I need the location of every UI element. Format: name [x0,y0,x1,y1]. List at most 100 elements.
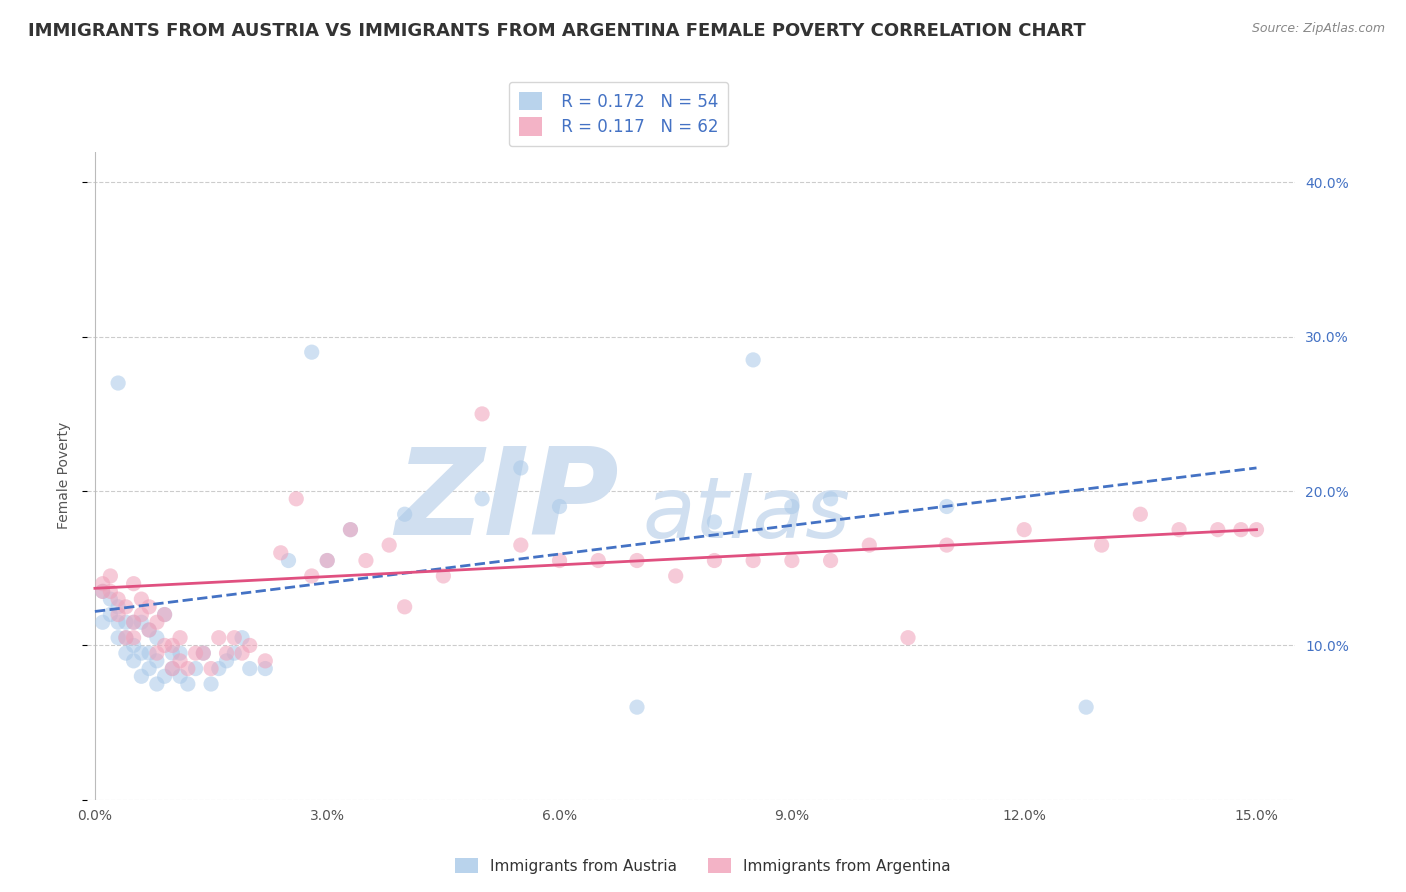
Point [339,523,361,537]
Point [131,592,153,607]
Point [131,646,153,660]
Point [1246,523,1268,537]
Point [394,599,416,614]
Legend: Immigrants from Austria, Immigrants from Argentina: Immigrants from Austria, Immigrants from… [449,852,957,880]
Point [169,646,191,660]
Point [107,592,129,607]
Point [820,491,842,506]
Point [153,639,176,653]
Point [184,662,207,676]
Point [122,639,145,653]
Point [1091,538,1114,552]
Point [122,576,145,591]
Point [897,631,920,645]
Point [177,677,200,691]
Text: atlas: atlas [643,473,851,556]
Point [471,407,494,421]
Point [1074,700,1097,714]
Point [432,569,454,583]
Point [131,607,153,622]
Point [316,553,339,567]
Point [215,654,238,668]
Point [703,553,725,567]
Text: IMMIGRANTS FROM AUSTRIA VS IMMIGRANTS FROM ARGENTINA FEMALE POVERTY CORRELATION : IMMIGRANTS FROM AUSTRIA VS IMMIGRANTS FR… [28,22,1085,40]
Point [169,654,191,668]
Point [122,631,145,645]
Point [270,546,292,560]
Point [138,599,160,614]
Point [146,615,169,630]
Point [193,646,215,660]
Point [153,607,176,622]
Point [138,623,160,637]
Point [780,500,803,514]
Point [935,538,957,552]
Point [107,599,129,614]
Point [100,607,122,622]
Point [471,491,494,506]
Point [254,654,277,668]
Point [146,677,169,691]
Point [277,553,299,567]
Point [742,553,765,567]
Point [153,607,176,622]
Point [131,669,153,683]
Point [146,631,169,645]
Point [703,515,725,529]
Point [820,553,842,567]
Point [115,631,138,645]
Point [780,553,803,567]
Point [138,646,160,660]
Point [239,662,262,676]
Point [548,553,571,567]
Point [162,639,184,653]
Point [91,584,114,599]
Point [254,662,277,676]
Point [378,538,401,552]
Point [215,646,238,660]
Point [115,599,138,614]
Point [122,615,145,630]
Point [1012,523,1035,537]
Legend:  R = 0.172   N = 54,  R = 0.117   N = 62: R = 0.172 N = 54, R = 0.117 N = 62 [509,82,728,146]
Point [742,352,765,367]
Point [153,669,176,683]
Point [91,584,114,599]
Point [115,646,138,660]
Point [339,523,361,537]
Point [665,569,688,583]
Point [509,538,531,552]
Point [162,646,184,660]
Point [122,615,145,630]
Point [100,569,122,583]
Point [239,639,262,653]
Point [626,700,648,714]
Point [193,646,215,660]
Point [548,500,571,514]
Point [131,615,153,630]
Point [107,607,129,622]
Point [285,491,308,506]
Point [169,631,191,645]
Point [138,623,160,637]
Point [100,592,122,607]
Point [626,553,648,567]
Point [858,538,880,552]
Point [301,345,323,359]
Point [200,662,222,676]
Point [224,631,246,645]
Point [200,677,222,691]
Point [1168,523,1191,537]
Point [1206,523,1229,537]
Point [231,646,253,660]
Point [162,662,184,676]
Point [107,376,129,390]
Point [354,553,377,567]
Text: ZIP: ZIP [395,443,619,560]
Point [122,654,145,668]
Point [146,646,169,660]
Point [231,631,253,645]
Point [177,662,200,676]
Point [162,662,184,676]
Point [208,662,231,676]
